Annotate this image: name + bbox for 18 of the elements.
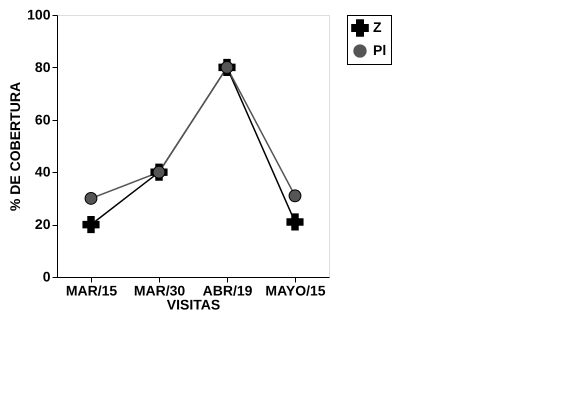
legend-label: Pl <box>373 42 386 58</box>
point <box>84 192 98 205</box>
legend-label: Z <box>373 19 382 35</box>
y-tick-label: 100 <box>27 6 51 22</box>
y-tick-label: 20 <box>34 216 51 232</box>
x-axis-title: VISITAS <box>166 296 220 312</box>
y-axis-title: % DE COBERTURA <box>7 82 24 212</box>
y-tick-label: 80 <box>34 58 51 75</box>
y-tick-label: 0 <box>42 268 51 284</box>
y-tick-label: 60 <box>34 111 51 128</box>
x-tick-label: MAR/15 <box>66 282 118 298</box>
x-tick-label: MAYO/15 <box>265 282 326 298</box>
point <box>286 213 304 231</box>
point <box>82 216 100 234</box>
x-tick-label: ABR/19 <box>202 282 253 298</box>
x-tick-label: MAR/30 <box>134 282 186 298</box>
y-tick-label: 40 <box>34 164 51 180</box>
point <box>288 189 302 202</box>
